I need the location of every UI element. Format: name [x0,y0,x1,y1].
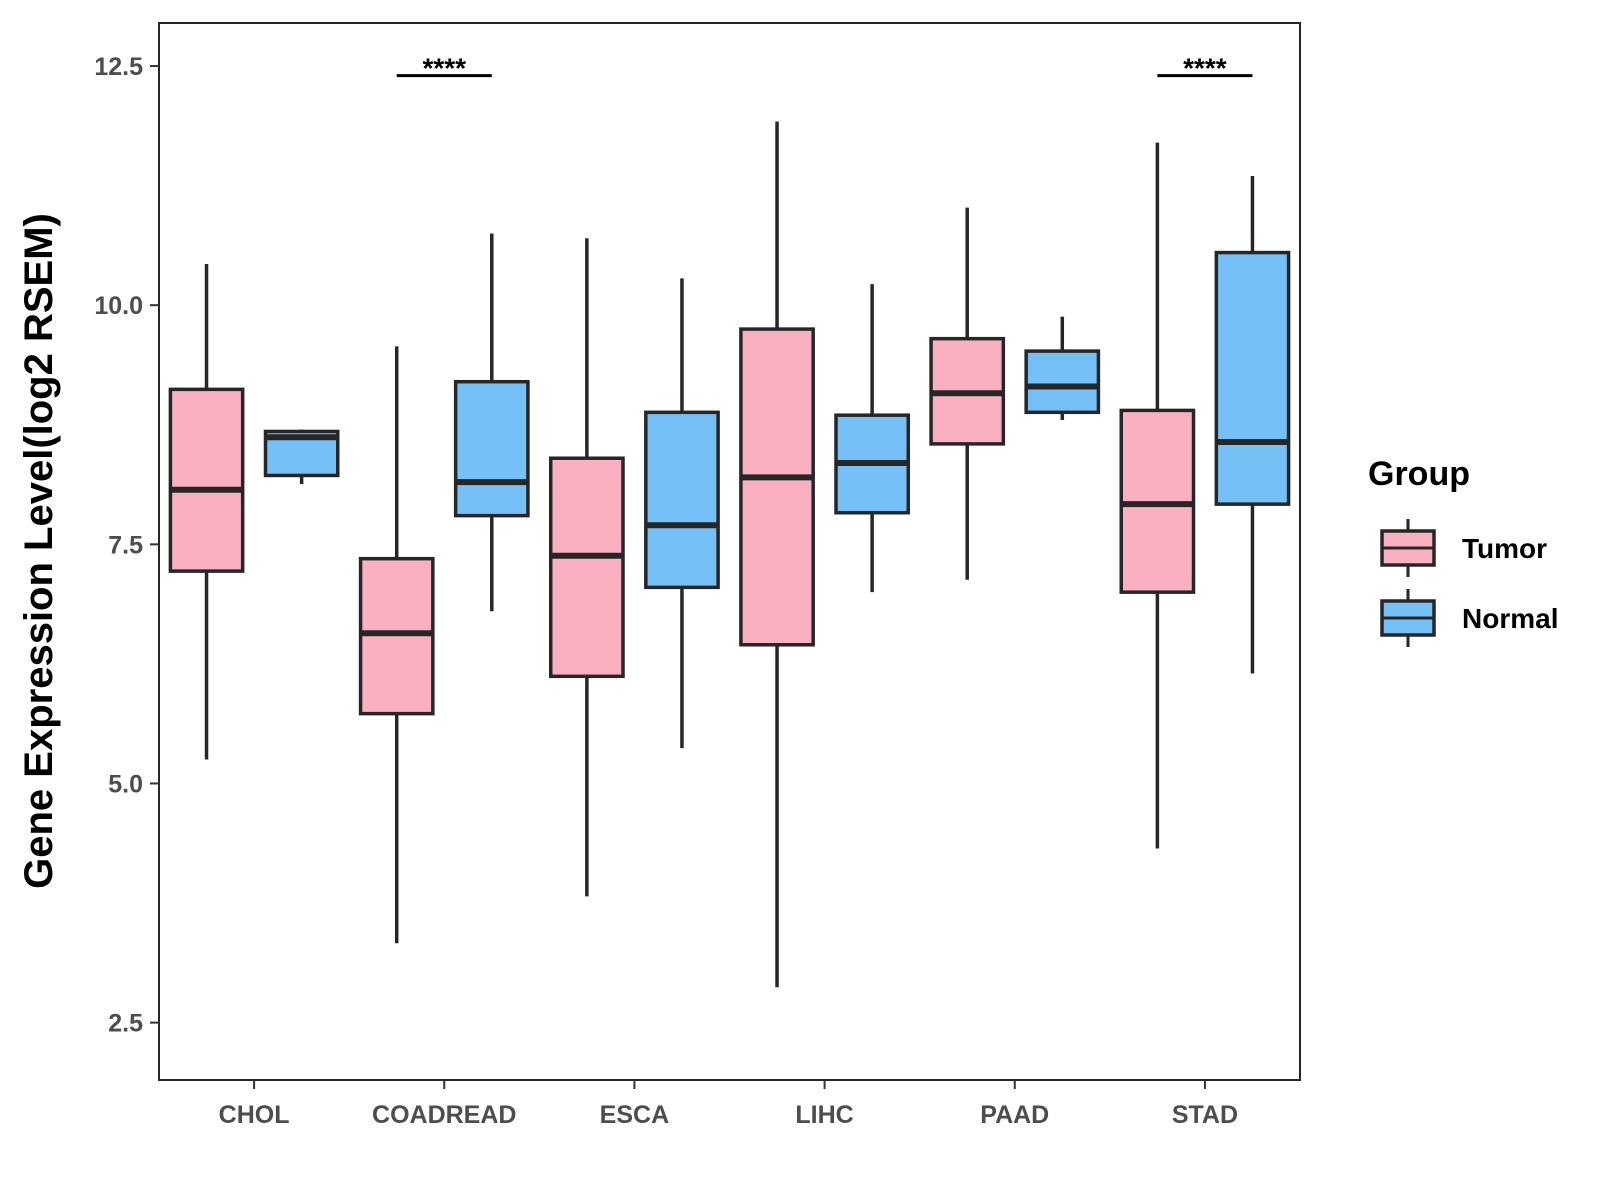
x-tick-label: COADREAD [372,1101,516,1129]
legend-title: Group [1368,455,1470,493]
y-tick-label: 12.5 [94,53,143,81]
y-tick-label: 5.0 [108,770,143,798]
significance-label: **** [422,53,466,84]
x-tick-label: PAAD [980,1101,1049,1129]
x-tick-label: CHOL [219,1101,290,1129]
y-tick-label: 10.0 [94,292,143,320]
box-iqr [1214,250,1291,506]
box-iqr [168,387,245,573]
box-tumor-stad [1119,142,1196,849]
y-axis: 2.5 5.0 7.5 10.0 12.5 [94,53,159,1038]
x-tick-label: LIHC [795,1101,853,1129]
y-tick-label: 2.5 [108,1010,143,1038]
box-tumor-lihc [739,121,815,988]
y-tick-label: 7.5 [108,531,143,559]
x-axis: CHOL COADREAD ESCA LIHC PAAD STAD [219,1080,1238,1129]
legend-item-normal: Normal [1380,589,1558,647]
y-axis-title: Gene Expression Level(log2 RSEM) [17,213,61,889]
plot-panel-border [158,22,1301,1081]
box-normal-chol [263,429,340,485]
box-normal-coadread [453,233,530,612]
legend-label: Normal [1462,603,1558,634]
box-tumor-chol [168,264,245,760]
plot-area: **** **** [168,53,1291,988]
box-iqr [548,456,625,679]
box-iqr [453,379,530,518]
legend-label: Tumor [1462,533,1547,564]
significance-stad: **** [1157,53,1253,84]
box-iqr [739,327,815,647]
box-tumor-esca [548,238,625,897]
box-normal-stad [1214,176,1291,674]
x-tick-label: STAD [1172,1101,1238,1129]
box-iqr [644,410,720,590]
significance-label: **** [1183,53,1227,84]
box-tumor-coadread [358,346,435,944]
box-normal-esca [644,278,720,749]
significance-coadread: **** [396,53,492,84]
box-iqr [1024,349,1101,415]
box-normal-paad [1024,316,1101,420]
box-tumor-paad [929,207,1006,580]
box-normal-lihc [834,284,911,593]
legend: Group Tumor Normal [1368,455,1558,647]
x-tick-label: ESCA [600,1101,669,1129]
legend-item-tumor: Tumor [1380,519,1547,577]
